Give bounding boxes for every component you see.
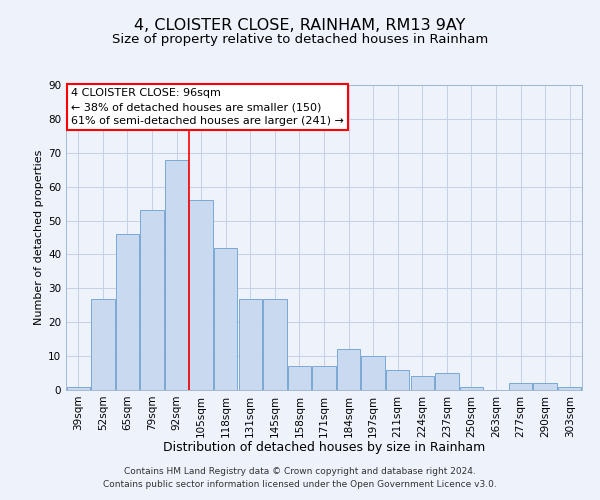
Text: 4, CLOISTER CLOSE, RAINHAM, RM13 9AY: 4, CLOISTER CLOSE, RAINHAM, RM13 9AY xyxy=(134,18,466,32)
Bar xyxy=(263,298,287,390)
Bar xyxy=(116,234,139,390)
Bar xyxy=(558,386,581,390)
Text: 4 CLOISTER CLOSE: 96sqm
← 38% of detached houses are smaller (150)
61% of semi-d: 4 CLOISTER CLOSE: 96sqm ← 38% of detache… xyxy=(71,88,344,126)
Bar xyxy=(313,366,335,390)
Bar xyxy=(239,298,262,390)
Bar xyxy=(361,356,385,390)
Y-axis label: Number of detached properties: Number of detached properties xyxy=(34,150,44,325)
Bar xyxy=(67,386,90,390)
Bar xyxy=(460,386,483,390)
Bar xyxy=(190,200,213,390)
Text: Size of property relative to detached houses in Rainham: Size of property relative to detached ho… xyxy=(112,32,488,46)
Bar xyxy=(337,350,360,390)
Bar xyxy=(533,383,557,390)
X-axis label: Distribution of detached houses by size in Rainham: Distribution of detached houses by size … xyxy=(163,441,485,454)
Text: Contains HM Land Registry data © Crown copyright and database right 2024.: Contains HM Land Registry data © Crown c… xyxy=(124,467,476,476)
Bar xyxy=(140,210,164,390)
Bar xyxy=(91,298,115,390)
Bar xyxy=(288,366,311,390)
Bar xyxy=(214,248,238,390)
Bar xyxy=(386,370,409,390)
Bar xyxy=(435,373,458,390)
Bar xyxy=(509,383,532,390)
Bar xyxy=(410,376,434,390)
Text: Contains public sector information licensed under the Open Government Licence v3: Contains public sector information licen… xyxy=(103,480,497,489)
Bar xyxy=(165,160,188,390)
